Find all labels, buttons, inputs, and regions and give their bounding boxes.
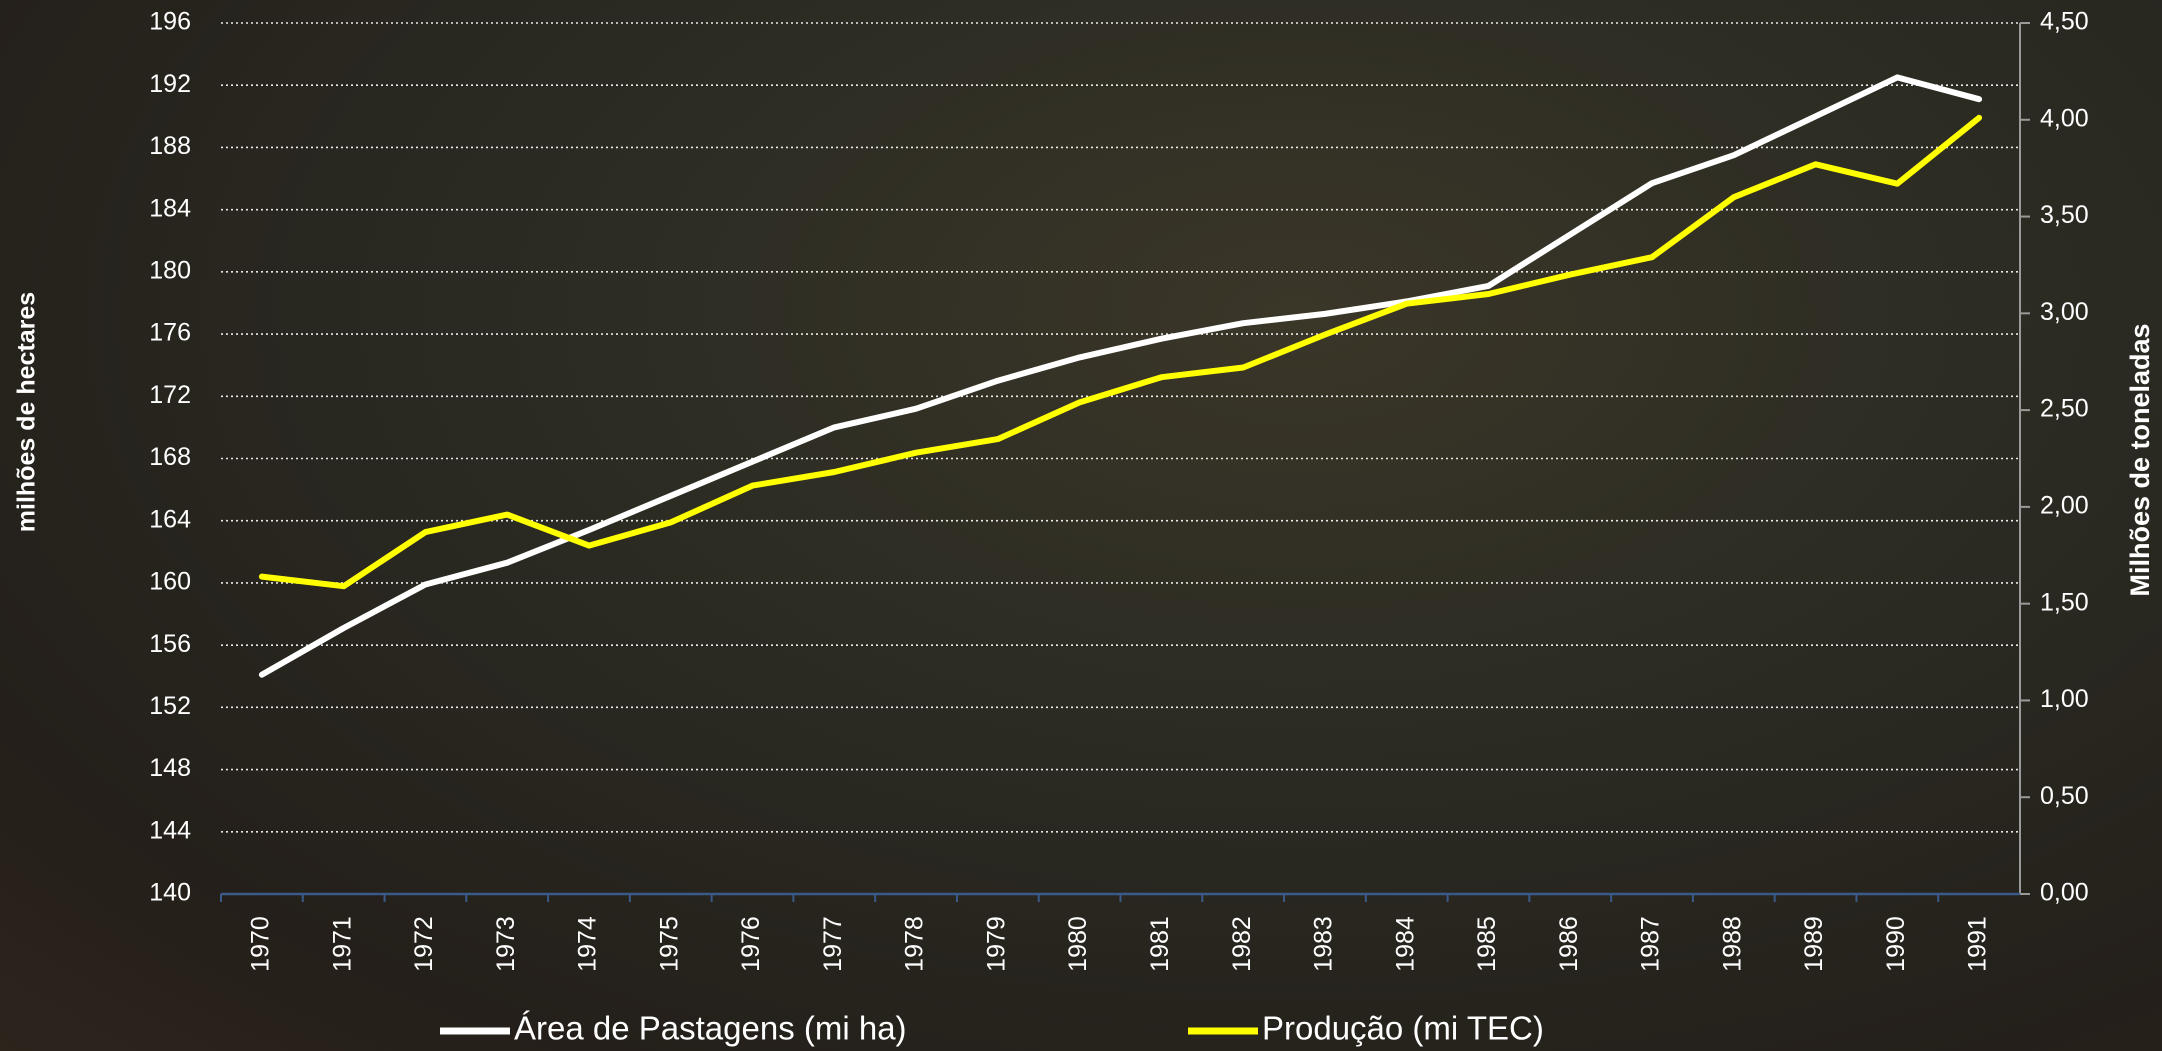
y2-tick-label: 4,50 (2040, 8, 2089, 36)
x-tick-label: 1981 (1146, 916, 1174, 972)
x-tick-label: 1976 (737, 916, 765, 972)
x-tick-label: 1972 (410, 916, 438, 972)
x-tick-label: 1982 (1228, 916, 1256, 972)
legend-label: Área de Pastagens (mi ha) (514, 1010, 907, 1047)
y-tick-label: 192 (149, 70, 191, 98)
legend-label: Produção (mi TEC) (1262, 1010, 1544, 1047)
y-tick-label: 184 (149, 194, 191, 222)
y-tick-label: 196 (149, 8, 191, 36)
y-tick-label: 148 (149, 754, 191, 782)
x-tick-label: 1987 (1637, 916, 1665, 972)
x-tick-label: 1974 (574, 916, 602, 972)
x-tick-label: 1970 (246, 916, 274, 972)
x-tick-label: 1990 (1882, 916, 1910, 972)
y2-tick-label: 1,00 (2040, 685, 2089, 713)
y-tick-label: 168 (149, 443, 191, 471)
x-tick-label: 1984 (1391, 916, 1419, 972)
x-tick-label: 1973 (492, 916, 520, 972)
y2-tick-label: 2,00 (2040, 491, 2089, 519)
x-tick-label: 1989 (1800, 916, 1828, 972)
y2-tick-label: 3,00 (2040, 298, 2089, 326)
y2-tick-label: 3,50 (2040, 201, 2089, 229)
x-tick-label: 1985 (1473, 916, 1501, 972)
y-tick-label: 156 (149, 630, 191, 658)
y-axis-title: milhões de hectares (13, 292, 41, 532)
x-tick-label: 1978 (901, 916, 929, 972)
x-tick-label: 1975 (655, 916, 683, 972)
x-tick-label: 1979 (982, 916, 1010, 972)
y2-tick-label: 2,50 (2040, 395, 2089, 423)
x-tick-label: 1971 (328, 916, 356, 972)
y2-tick-label: 1,50 (2040, 588, 2089, 616)
x-tick-label: 1980 (1064, 916, 1092, 972)
x-tick-label: 1983 (1310, 916, 1338, 972)
x-tick-label: 1986 (1555, 916, 1583, 972)
y2-tick-label: 4,00 (2040, 104, 2089, 132)
y-tick-label: 160 (149, 568, 191, 596)
y-tick-label: 180 (149, 256, 191, 284)
y-tick-label: 172 (149, 381, 191, 409)
y-tick-label: 152 (149, 692, 191, 720)
y2-axis-title: Milhões de toneladas (2125, 323, 2155, 596)
y2-tick-label: 0,50 (2040, 782, 2089, 810)
y-tick-label: 188 (149, 132, 191, 160)
y-tick-label: 144 (149, 816, 191, 844)
y-tick-label: 140 (149, 879, 191, 907)
y-tick-label: 164 (149, 505, 191, 533)
x-tick-label: 1977 (819, 916, 847, 972)
series-line (258, 74, 1983, 678)
x-tick-label: 1991 (1964, 916, 1992, 972)
series-line (258, 114, 1983, 590)
x-tick-label: 1988 (1718, 916, 1746, 972)
y2-tick-label: 0,00 (2040, 879, 2089, 907)
y-tick-label: 176 (149, 319, 191, 347)
